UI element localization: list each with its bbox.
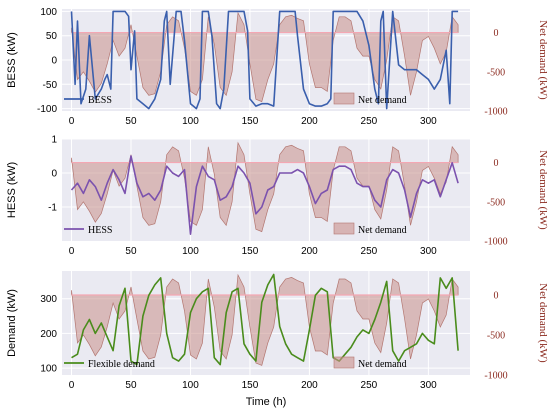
legend-label-primary: HESS (88, 225, 112, 236)
x-tick-label: 200 (301, 246, 318, 257)
panel-3: 0 50 100 150 200 250 300 100 200 300 -1000 -500 0 Fle… (6, 271, 549, 408)
x-tick-label: 200 (301, 380, 318, 391)
y-tick-label-left: -100 (37, 104, 57, 115)
x-tick-label: 100 (182, 246, 199, 257)
y-tick-label-right: 0 (494, 28, 499, 39)
y-tick-label-left: 50 (46, 31, 58, 42)
x-tick-label: 0 (69, 116, 75, 127)
legend-label-net-demand: Net demand (358, 95, 407, 106)
y-axis-label-left: HESS (kW) (6, 162, 18, 218)
x-tick-label: 250 (361, 116, 378, 127)
y-tick-label-left: 0 (51, 56, 57, 67)
series-line-flexible-demand (71, 273, 459, 366)
y-axis-label-right: Net demand (kW) (537, 20, 549, 100)
y-tick-label-left: -1 (48, 203, 57, 214)
x-tick-label: 0 (69, 246, 75, 257)
panel-1: 0 50 100 150 200 250 300-100-50050100-1000-500… (6, 7, 549, 127)
y-tick-label-left: 0 (51, 169, 57, 180)
y-tick-label-left: 200 (40, 329, 57, 340)
x-tick-label: 50 (125, 116, 137, 127)
y-axis-label-right: Net demand (kW) (537, 283, 549, 363)
y-axis-label-left: BESS (kW) (6, 32, 18, 88)
y-axis-label-right: Net demand (kW) (537, 150, 549, 230)
y-tick-label-right: -1000 (484, 237, 507, 248)
legend-label-primary: BESS (88, 95, 112, 106)
x-axis-label: Time (h) (246, 396, 287, 408)
y-tick-label-right: -500 (487, 67, 505, 78)
x-tick-label: 300 (420, 246, 437, 257)
x-tick-label: 100 (182, 116, 199, 127)
y-tick-label-left: 100 (40, 364, 57, 375)
y-tick-label-right: -1000 (484, 107, 507, 118)
panel-2: 0 50 100 150 200 250 300 -1 0 1 -1000 -500 0 HESS Net … (6, 135, 549, 258)
x-tick-label: 300 (420, 116, 437, 127)
series-net-demand-area (71, 273, 459, 366)
y-tick-label-left: 100 (40, 7, 57, 18)
series-line-hess (70, 155, 459, 235)
legend-swatch-net-demand (333, 356, 355, 369)
y-tick-label-right: -500 (487, 331, 505, 342)
y-tick-label-left: 1 (51, 135, 57, 146)
x-tick-label: 250 (361, 246, 378, 257)
x-tick-label: 200 (301, 116, 318, 127)
y-tick-label-right: 0 (494, 291, 499, 302)
y-tick-label-left: 300 (40, 294, 57, 305)
y-tick-label-right: 0 (494, 158, 499, 169)
legend-swatch-net-demand (333, 222, 355, 235)
y-tick-label-right: -500 (487, 197, 505, 208)
x-tick-label: 150 (242, 246, 259, 257)
x-tick-label: 50 (125, 380, 137, 391)
x-tick-label: 50 (125, 246, 137, 257)
legend-label-net-demand: Net demand (358, 359, 407, 370)
legend-swatch-net-demand (333, 92, 355, 105)
legend-label-primary: Flexible demand (88, 359, 155, 370)
x-tick-label: 150 (242, 380, 259, 391)
series-line-bess (70, 10, 459, 110)
x-tick-label: 0 (69, 380, 75, 391)
legend-label-net-demand: Net demand (358, 225, 407, 236)
series-net-demand-area (71, 11, 459, 103)
y-tick-label-left: -50 (43, 80, 58, 91)
x-tick-label: 300 (420, 380, 437, 391)
y-axis-label-left: Demand (kW) (6, 289, 18, 357)
x-tick-label: 100 (182, 380, 199, 391)
x-tick-label: 250 (361, 380, 378, 391)
y-tick-label-right: -1000 (484, 371, 507, 382)
x-tick-label: 150 (242, 116, 259, 127)
